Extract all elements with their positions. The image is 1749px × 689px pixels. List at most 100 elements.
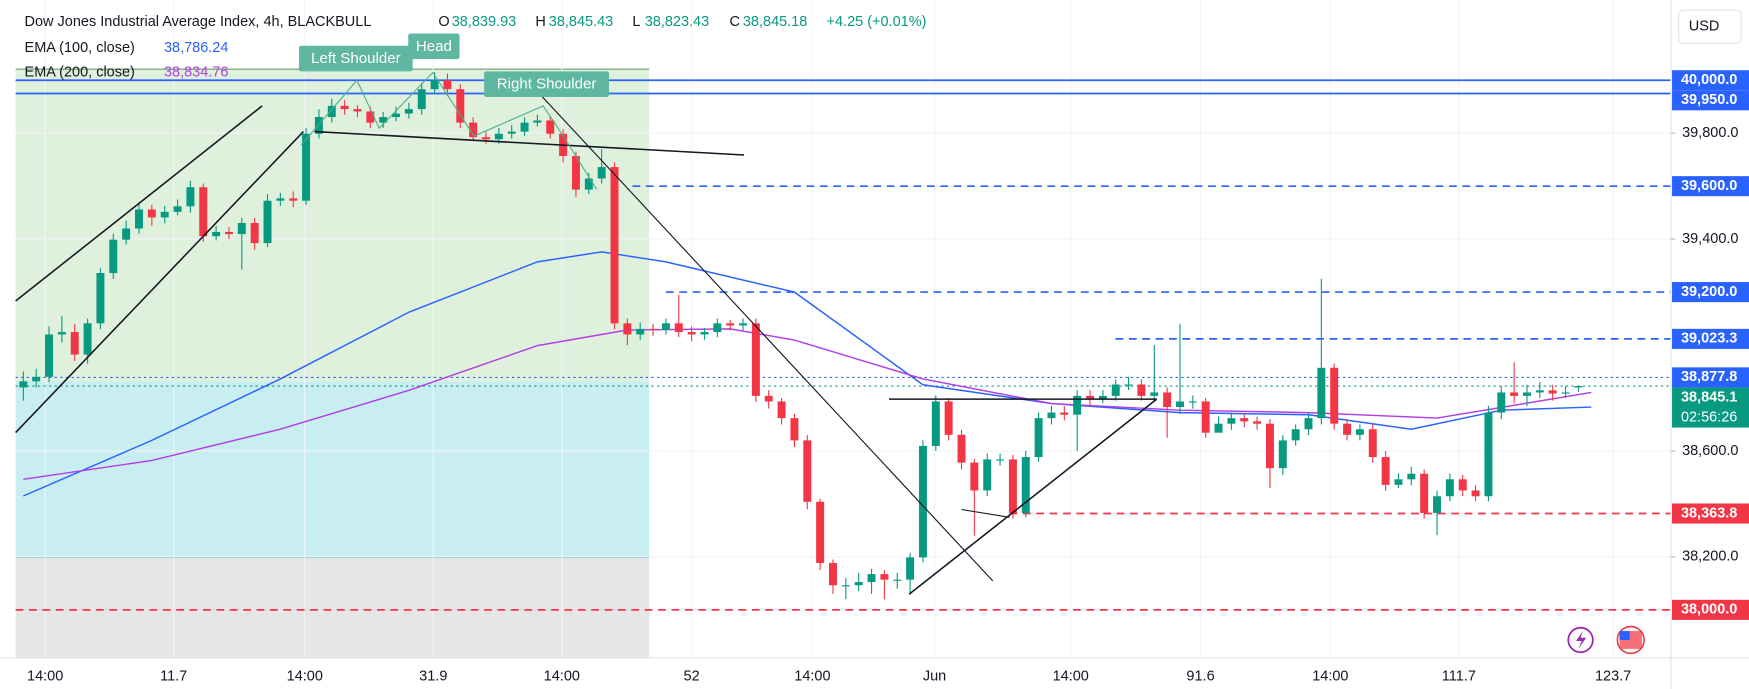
candle-body — [623, 323, 632, 335]
candle-body — [1047, 412, 1056, 419]
candle-body — [1317, 367, 1326, 419]
candle-body — [1008, 459, 1017, 513]
candle-body — [1355, 429, 1364, 435]
trend-line — [532, 86, 994, 582]
level-label-box — [1672, 328, 1749, 349]
candle-body — [83, 323, 92, 355]
candle-body — [1111, 384, 1120, 396]
trend-line — [961, 508, 1010, 518]
candle-body — [970, 462, 979, 491]
axes: 38,200.0 38,600.0 39,400.0 39,800.0 14:00 11.… — [27, 125, 1738, 685]
candle-body — [1175, 401, 1184, 408]
x-tick-label: 14:00 — [1053, 669, 1089, 685]
y-tick-label: 38,200.0 — [1682, 549, 1738, 565]
x-tick-label: 14:00 — [794, 669, 830, 685]
candle-body — [1330, 367, 1339, 424]
zone-cyan — [15, 381, 650, 558]
candle-body — [713, 323, 722, 333]
countdown: 02:56:26 — [1681, 409, 1737, 425]
y-tick-label: 39,800.0 — [1682, 125, 1738, 141]
triangle-side — [908, 398, 1158, 595]
candle-body — [1227, 418, 1236, 424]
annotation: Right Shoulder — [497, 76, 597, 93]
candle-body — [764, 395, 773, 402]
candle-body — [32, 376, 41, 382]
candle-body — [751, 323, 760, 396]
level-label: 39,023.3 — [1681, 331, 1737, 347]
level-label: 38,877.8 — [1681, 369, 1737, 385]
candle-body — [353, 109, 362, 112]
candle-body — [1150, 392, 1159, 396]
level-label-box — [1672, 387, 1749, 408]
candle-body — [816, 501, 825, 563]
candle-body — [1201, 401, 1210, 433]
candle-body — [841, 585, 850, 587]
candle-body — [45, 334, 54, 377]
icons — [1567, 625, 1645, 655]
candle-body — [803, 440, 812, 502]
candle-body — [494, 133, 503, 140]
x-tick-label: 123.7 — [1595, 669, 1631, 685]
icon-glyph — [1576, 631, 1587, 649]
candle-body — [160, 211, 169, 218]
candle-body — [443, 80, 452, 90]
candle-body — [790, 418, 799, 441]
candle-body — [893, 579, 902, 581]
candle-body — [1497, 392, 1506, 413]
level-label-box — [1672, 503, 1749, 524]
candle-body — [392, 113, 401, 118]
level-label-box — [1672, 367, 1749, 388]
candle-body — [1034, 418, 1043, 458]
candle-body — [996, 459, 1005, 461]
zones — [15, 68, 650, 658]
candle-body — [135, 209, 143, 229]
candle-body — [379, 117, 388, 123]
x-tick-label: 31.9 — [419, 669, 447, 685]
ema-legend-name: EMA (200, close) — [25, 64, 135, 80]
y-tick-label: 39,400.0 — [1682, 231, 1738, 247]
ema-line — [23, 328, 1592, 481]
candle-body — [276, 198, 285, 201]
emas — [23, 251, 1592, 497]
candle-body — [1188, 401, 1197, 403]
candle-body — [520, 122, 529, 132]
level-label: 38,000.0 — [1681, 602, 1737, 618]
candle-body — [1291, 429, 1300, 441]
legend-header: Dow Jones Industrial Average Index, 4h, … — [25, 14, 927, 80]
ohlc-value: 38,845.43 — [549, 14, 613, 30]
candle-body — [1086, 395, 1095, 400]
candle-body — [404, 109, 413, 114]
candle-body — [1021, 457, 1030, 513]
pattern-outline — [300, 71, 598, 190]
candle-body — [597, 167, 606, 179]
candle-body — [1548, 390, 1557, 394]
level-label-box — [1672, 90, 1749, 111]
candle-body — [263, 200, 272, 244]
candle-body — [546, 120, 555, 134]
ohlc-value: 38,839.93 — [452, 14, 516, 30]
candle-body — [1278, 440, 1287, 469]
candle-body — [829, 562, 837, 586]
x-tick-label: 14:00 — [27, 669, 63, 685]
currency-button[interactable] — [1678, 9, 1742, 45]
candle-body — [96, 273, 105, 324]
candle-body — [430, 80, 439, 90]
candle-body — [147, 209, 156, 218]
countdown-box — [1672, 407, 1749, 428]
candle-body — [739, 323, 748, 326]
candle-body — [250, 222, 259, 244]
candle-body — [1394, 479, 1403, 485]
candle-body — [1073, 395, 1082, 415]
level-label: 38,845.1 — [1681, 389, 1737, 405]
change: +4.25 (+0.01%) — [827, 14, 927, 30]
candle-body — [109, 239, 118, 274]
ohlc-key: L — [632, 14, 640, 30]
candle-body — [1420, 473, 1429, 513]
level-label: 39,600.0 — [1681, 178, 1737, 194]
candle-body — [1535, 390, 1544, 393]
currency[interactable]: USD — [1689, 19, 1720, 35]
ohlc-key: O — [438, 14, 449, 30]
candle-body — [314, 117, 323, 134]
annotation-box — [408, 33, 460, 60]
level-label-box — [1672, 176, 1749, 197]
